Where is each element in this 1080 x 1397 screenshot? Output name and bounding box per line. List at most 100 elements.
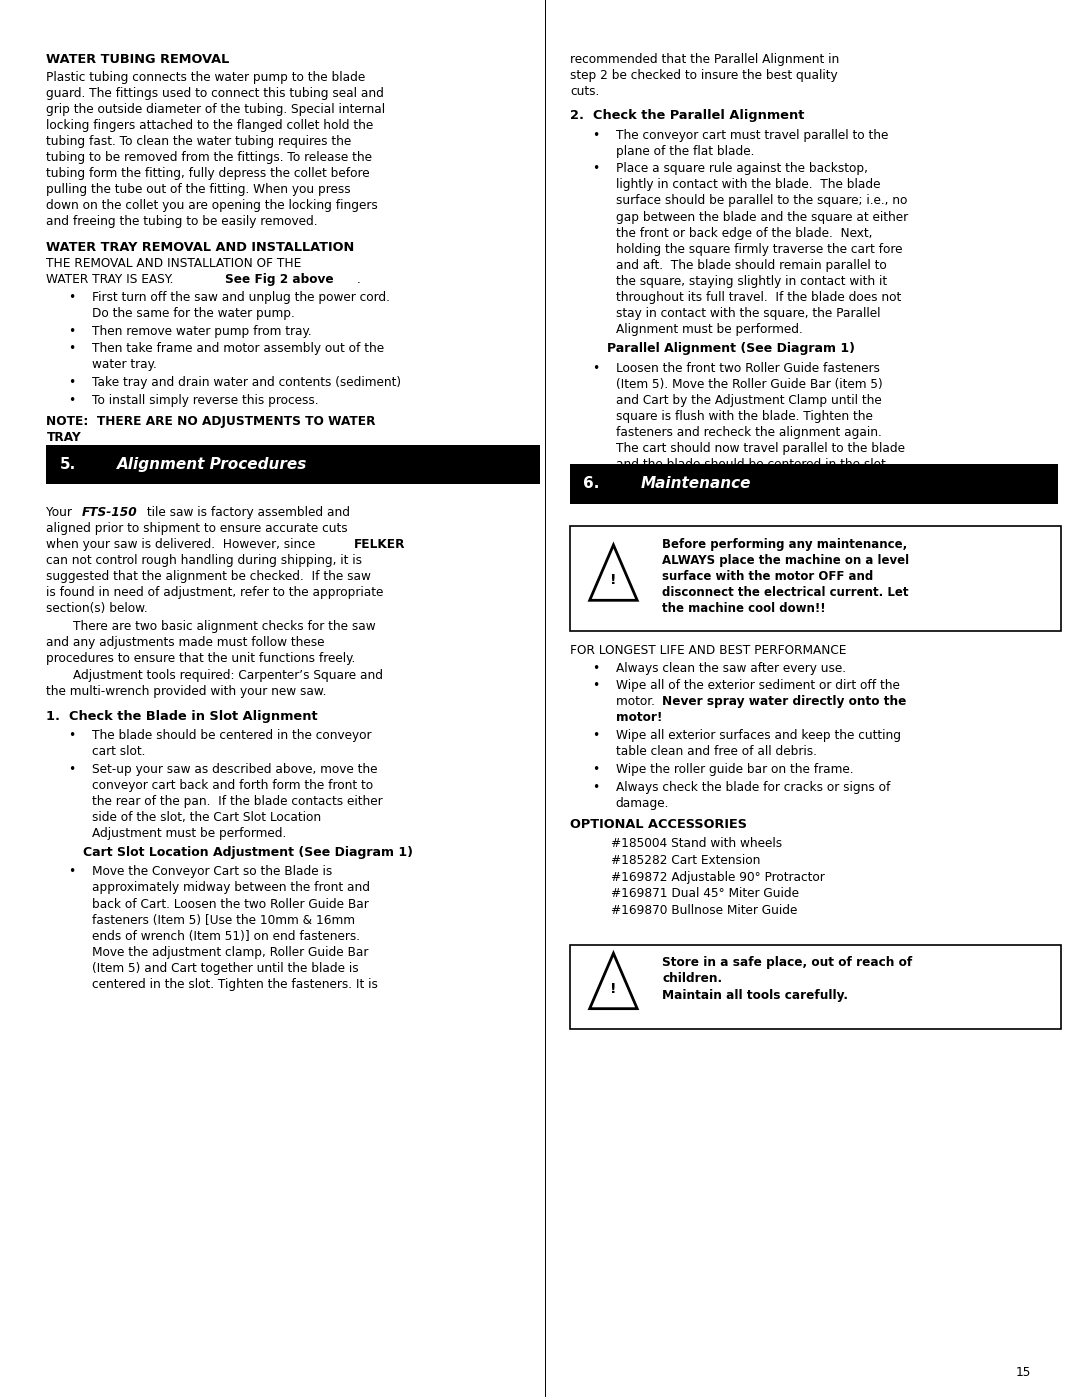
Text: Maintain all tools carefully.: Maintain all tools carefully.: [662, 989, 848, 1002]
Text: •: •: [592, 662, 599, 675]
Text: pulling the tube out of the fitting. When you press: pulling the tube out of the fitting. Whe…: [46, 183, 351, 196]
Text: FELKER: FELKER: [354, 538, 406, 550]
Text: WATER TRAY REMOVAL AND INSTALLATION: WATER TRAY REMOVAL AND INSTALLATION: [46, 242, 354, 254]
Text: children.: children.: [662, 972, 723, 985]
Text: To install simply reverse this process.: To install simply reverse this process.: [92, 394, 319, 407]
Text: Take tray and drain water and contents (sediment): Take tray and drain water and contents (…: [92, 376, 401, 388]
Text: is found in need of adjustment, refer to the appropriate: is found in need of adjustment, refer to…: [46, 585, 383, 599]
Text: •: •: [592, 781, 599, 793]
Text: Never spray water directly onto the: Never spray water directly onto the: [662, 696, 906, 708]
Text: #169872 Adjustable 90° Protractor: #169872 Adjustable 90° Protractor: [611, 870, 825, 883]
Text: conveyor cart back and forth form the front to: conveyor cart back and forth form the fr…: [92, 778, 373, 792]
Text: (Item 5) and Cart together until the blade is: (Item 5) and Cart together until the bla…: [92, 961, 359, 975]
Text: motor.: motor.: [616, 696, 662, 708]
Text: There are two basic alignment checks for the saw: There are two basic alignment checks for…: [73, 619, 376, 633]
Text: •: •: [592, 162, 599, 176]
Text: can not control rough handling during shipping, it is: can not control rough handling during sh…: [46, 553, 363, 567]
Text: 2.  Check the Parallel Alignment: 2. Check the Parallel Alignment: [570, 109, 805, 123]
Text: OPTIONAL ACCESSORIES: OPTIONAL ACCESSORIES: [570, 817, 747, 831]
Text: Always check the blade for cracks or signs of: Always check the blade for cracks or sig…: [616, 781, 890, 793]
Text: •: •: [68, 291, 76, 305]
Text: The blade should be centered in the conveyor: The blade should be centered in the conv…: [92, 729, 372, 742]
Text: and the blade should be centered in the slot.: and the blade should be centered in the …: [616, 458, 889, 471]
Text: down on the collet you are opening the locking fingers: down on the collet you are opening the l…: [46, 200, 378, 212]
Text: •: •: [592, 729, 599, 742]
Text: step 2 be checked to insure the best quality: step 2 be checked to insure the best qua…: [570, 68, 838, 82]
Text: the rear of the pan.  If the blade contacts either: the rear of the pan. If the blade contac…: [92, 795, 382, 807]
Text: the machine cool down!!: the machine cool down!!: [662, 602, 826, 615]
Text: lightly in contact with the blade.  The blade: lightly in contact with the blade. The b…: [616, 179, 880, 191]
Text: (Item 5). Move the Roller Guide Bar (item 5): (Item 5). Move the Roller Guide Bar (ite…: [616, 377, 882, 391]
Text: Plastic tubing connects the water pump to the blade: Plastic tubing connects the water pump t…: [46, 71, 366, 84]
Text: Parallel Alignment (See Diagram 1): Parallel Alignment (See Diagram 1): [607, 342, 855, 355]
Text: Alignment Procedures: Alignment Procedures: [117, 457, 307, 472]
Text: section(s) below.: section(s) below.: [46, 602, 148, 615]
Text: Maintenance: Maintenance: [640, 476, 751, 492]
FancyBboxPatch shape: [570, 527, 1061, 631]
Text: FOR LONGEST LIFE AND BEST PERFORMANCE: FOR LONGEST LIFE AND BEST PERFORMANCE: [570, 644, 847, 657]
Text: guard. The fittings used to connect this tubing seal and: guard. The fittings used to connect this…: [46, 87, 384, 99]
Text: •: •: [68, 376, 76, 388]
Text: fasteners (Item 5) [Use the 10mm & 16mm: fasteners (Item 5) [Use the 10mm & 16mm: [92, 914, 355, 926]
Text: grip the outside diameter of the tubing. Special internal: grip the outside diameter of the tubing.…: [46, 103, 386, 116]
Text: NOTE:  THERE ARE NO ADJUSTMENTS TO WATER: NOTE: THERE ARE NO ADJUSTMENTS TO WATER: [46, 415, 376, 427]
Text: Adjustment must be performed.: Adjustment must be performed.: [92, 827, 286, 840]
Text: Place a square rule against the backstop,: Place a square rule against the backstop…: [616, 162, 867, 176]
Text: Then take frame and motor assembly out of the: Then take frame and motor assembly out o…: [92, 342, 383, 355]
Text: throughout its full travel.  If the blade does not: throughout its full travel. If the blade…: [616, 291, 901, 305]
Text: Adjustment tools required: Carpenter’s Square and: Adjustment tools required: Carpenter’s S…: [73, 669, 383, 682]
Text: Set-up your saw as described above, move the: Set-up your saw as described above, move…: [92, 763, 377, 775]
FancyBboxPatch shape: [570, 464, 1058, 503]
Text: procedures to ensure that the unit functions freely.: procedures to ensure that the unit funct…: [46, 651, 355, 665]
Text: WATER TRAY IS EASY.: WATER TRAY IS EASY.: [46, 274, 178, 286]
Text: #185004 Stand with wheels: #185004 Stand with wheels: [611, 837, 782, 849]
Text: suggested that the alignment be checked.  If the saw: suggested that the alignment be checked.…: [46, 570, 372, 583]
Text: Cart Slot Location Adjustment (See Diagram 1): Cart Slot Location Adjustment (See Diagr…: [83, 847, 414, 859]
Text: locking fingers attached to the flanged collet hold the: locking fingers attached to the flanged …: [46, 119, 374, 131]
Text: cart slot.: cart slot.: [92, 745, 145, 759]
Text: Alignment must be performed.: Alignment must be performed.: [616, 323, 802, 337]
Text: FTS-150: FTS-150: [82, 506, 138, 518]
Text: surface should be parallel to the square; i.e., no: surface should be parallel to the square…: [616, 194, 907, 208]
Text: The cart should now travel parallel to the blade: The cart should now travel parallel to t…: [616, 441, 905, 455]
Text: Loosen the front two Roller Guide fasteners: Loosen the front two Roller Guide fasten…: [616, 362, 879, 374]
Text: The conveyor cart must travel parallel to the: The conveyor cart must travel parallel t…: [616, 129, 888, 141]
Text: •: •: [68, 729, 76, 742]
Text: Wipe all of the exterior sediment or dirt off the: Wipe all of the exterior sediment or dir…: [616, 679, 900, 693]
Text: water tray.: water tray.: [92, 358, 157, 372]
FancyBboxPatch shape: [570, 946, 1061, 1030]
Text: aligned prior to shipment to ensure accurate cuts: aligned prior to shipment to ensure accu…: [46, 521, 348, 535]
Text: and freeing the tubing to be easily removed.: and freeing the tubing to be easily remo…: [46, 215, 318, 228]
Text: and Cart by the Adjustment Clamp until the: and Cart by the Adjustment Clamp until t…: [616, 394, 881, 407]
Text: Move the adjustment clamp, Roller Guide Bar: Move the adjustment clamp, Roller Guide …: [92, 946, 368, 958]
Text: •: •: [592, 679, 599, 693]
Text: Do the same for the water pump.: Do the same for the water pump.: [92, 307, 295, 320]
Text: tubing to be removed from the fittings. To release the: tubing to be removed from the fittings. …: [46, 151, 373, 163]
Text: square is flush with the blade. Tighten the: square is flush with the blade. Tighten …: [616, 409, 873, 423]
Text: Move the Conveyor Cart so the Blade is: Move the Conveyor Cart so the Blade is: [92, 865, 332, 879]
Text: •: •: [68, 865, 76, 879]
Text: Always clean the saw after every use.: Always clean the saw after every use.: [616, 662, 846, 675]
Text: approximately midway between the front and: approximately midway between the front a…: [92, 882, 369, 894]
Text: back of Cart. Loosen the two Roller Guide Bar: back of Cart. Loosen the two Roller Guid…: [92, 897, 368, 911]
Text: 6.: 6.: [583, 476, 599, 492]
Text: gap between the blade and the square at either: gap between the blade and the square at …: [616, 211, 907, 224]
Text: stay in contact with the square, the Parallel: stay in contact with the square, the Par…: [616, 307, 880, 320]
Text: •: •: [592, 362, 599, 374]
Text: disconnect the electrical current. Let: disconnect the electrical current. Let: [662, 585, 908, 599]
Text: #169871 Dual 45° Miter Guide: #169871 Dual 45° Miter Guide: [611, 887, 799, 901]
Text: !: !: [610, 573, 617, 587]
Text: •: •: [68, 324, 76, 338]
Text: WATER TUBING REMOVAL: WATER TUBING REMOVAL: [46, 53, 230, 66]
Text: Wipe the roller guide bar on the frame.: Wipe the roller guide bar on the frame.: [616, 763, 853, 775]
Text: tile saw is factory assembled and: tile saw is factory assembled and: [143, 506, 350, 518]
Text: fasteners and recheck the alignment again.: fasteners and recheck the alignment agai…: [616, 426, 881, 439]
Text: damage.: damage.: [616, 796, 669, 810]
Text: Before performing any maintenance,: Before performing any maintenance,: [662, 538, 907, 550]
Text: 5.: 5.: [59, 457, 76, 472]
Text: •: •: [592, 763, 599, 775]
Text: tubing fast. To clean the water tubing requires the: tubing fast. To clean the water tubing r…: [46, 136, 352, 148]
Text: ALWAYS place the machine on a level: ALWAYS place the machine on a level: [662, 553, 909, 567]
Text: holding the square firmly traverse the cart fore: holding the square firmly traverse the c…: [616, 243, 902, 256]
Text: and any adjustments made must follow these: and any adjustments made must follow the…: [46, 636, 325, 648]
